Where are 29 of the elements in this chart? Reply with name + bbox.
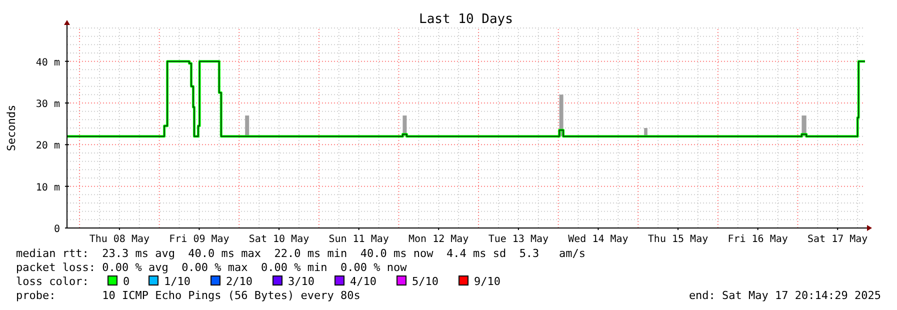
y-tick-label: 40 m xyxy=(36,57,60,68)
text: probe: 10 ICMP Echo Pings (56 Bytes) every 80s xyxy=(16,289,360,302)
x-tick-label: Sun 11 May xyxy=(328,234,389,245)
chart-title: Last 10 Days xyxy=(419,12,513,27)
legend-label: 9/10 xyxy=(474,275,500,288)
x-tick-label: Wed 14 May xyxy=(568,234,628,245)
y-tick-label: 10 m xyxy=(36,182,60,194)
text: median rtt: 23.3 ms avg 40.0 ms max 22.0 ms min 40.0 ms now 4.4 ms sd 5.3 am/s xyxy=(16,247,586,260)
x-tick-label: Thu 15 May xyxy=(648,234,708,245)
legend-label: 0 xyxy=(123,275,130,288)
y-tick-label: 30 m xyxy=(36,99,60,110)
x-tick-label: Fri 09 May xyxy=(169,234,230,245)
y-axis-title: Seconds xyxy=(5,104,18,152)
x-tick-label: Mon 12 May xyxy=(408,234,469,245)
x-tick-label: Sat 10 May xyxy=(248,234,310,245)
text: end: Sat May 17 20:14:29 2025 xyxy=(688,289,881,302)
legend-label: 2/10 xyxy=(226,275,252,288)
legend-label: 1/10 xyxy=(164,275,190,288)
y-tick-label: 0 xyxy=(54,224,60,235)
x-tick-label: Tue 13 May xyxy=(488,234,549,245)
x-tick-label: Thu 08 May xyxy=(89,234,150,245)
legend-label: 5/10 xyxy=(412,275,438,288)
legend-label: 3/10 xyxy=(288,275,314,288)
text: packet loss: 0.00 % avg 0.00 % max 0.00 % min 0.00 % now xyxy=(16,261,408,274)
x-tick-label: Fri 16 May xyxy=(728,234,788,245)
y-tick-label: 20 m xyxy=(36,140,60,152)
x-tick-label: Sat 17 May xyxy=(808,234,868,245)
legend-label: 4/10 xyxy=(350,275,376,288)
legend-title: loss color: xyxy=(16,275,89,288)
